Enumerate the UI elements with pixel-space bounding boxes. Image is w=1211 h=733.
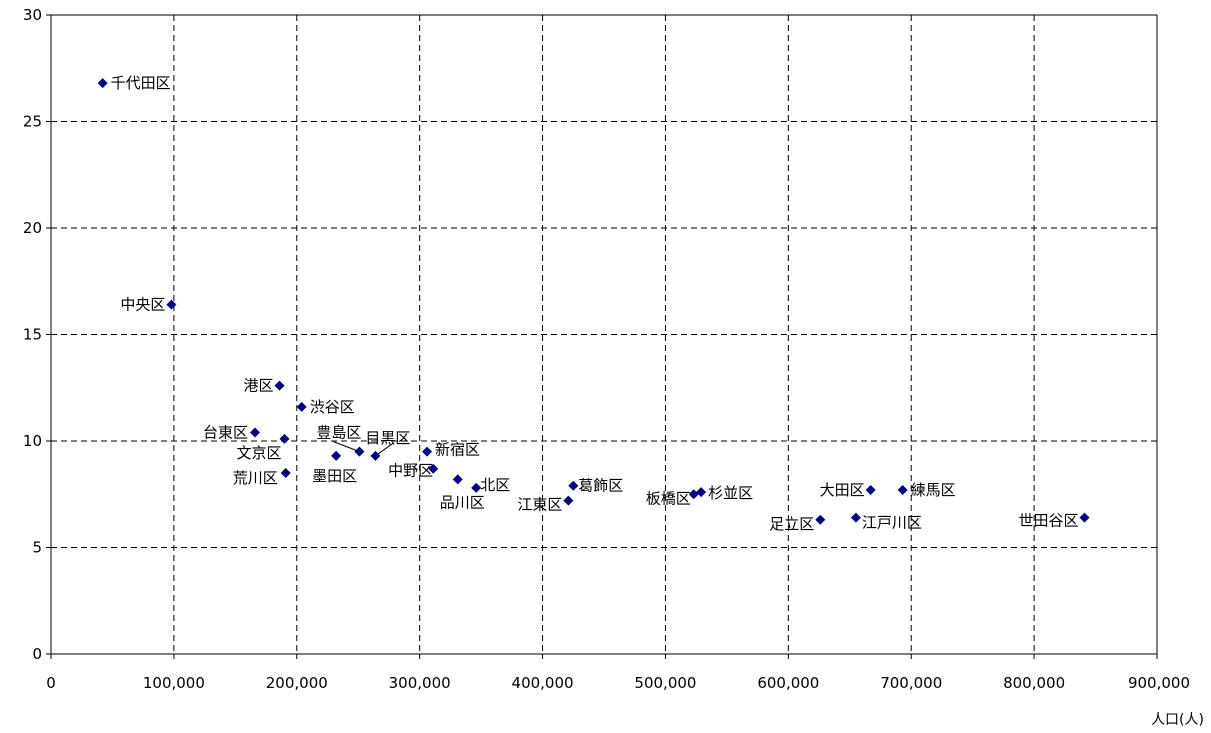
x-tick-label: 600,000 bbox=[757, 674, 819, 692]
data-point-marker bbox=[428, 463, 439, 474]
x-tick-label: 0 bbox=[46, 674, 56, 692]
y-tick-label: 20 bbox=[23, 219, 42, 237]
data-point-marker bbox=[563, 495, 574, 506]
point-label: 墨田区 bbox=[312, 467, 357, 485]
data-point-marker bbox=[471, 482, 482, 493]
data-point-marker bbox=[279, 433, 290, 444]
axes bbox=[46, 14, 1158, 659]
data-point-marker bbox=[166, 299, 177, 310]
data-point-marker bbox=[354, 446, 365, 457]
point-label: 江東区 bbox=[517, 496, 562, 514]
data-point-marker bbox=[850, 512, 861, 523]
x-tick-label: 900,000 bbox=[1128, 674, 1190, 692]
point-label: 大田区 bbox=[820, 481, 865, 499]
point-label: 渋谷区 bbox=[310, 398, 355, 416]
x-tick-label: 500,000 bbox=[634, 674, 696, 692]
data-point-marker bbox=[568, 480, 579, 491]
y-tick-label: 25 bbox=[23, 113, 42, 131]
point-label: 港区 bbox=[244, 377, 274, 395]
x-tick-label: 700,000 bbox=[880, 674, 942, 692]
data-point-marker bbox=[370, 450, 381, 461]
y-tick-label: 0 bbox=[32, 645, 42, 663]
point-label: 荒川区 bbox=[233, 469, 278, 487]
data-point-marker bbox=[815, 514, 826, 525]
data-point-marker bbox=[452, 474, 463, 485]
data-points bbox=[97, 78, 1090, 525]
point-label: 中野区 bbox=[388, 462, 433, 480]
data-point-marker bbox=[865, 484, 876, 495]
data-point-marker bbox=[97, 78, 108, 89]
point-label: 豊島区 bbox=[316, 424, 361, 442]
point-label: 葛飾区 bbox=[578, 477, 623, 495]
data-point-marker bbox=[897, 484, 908, 495]
y-tick-label: 10 bbox=[23, 432, 42, 450]
point-label: 品川区 bbox=[440, 493, 485, 511]
point-label: 千代田区 bbox=[111, 74, 171, 92]
point-label: 練馬区 bbox=[911, 481, 956, 499]
point-label: 板橋区 bbox=[646, 489, 691, 507]
x-tick-label: 300,000 bbox=[389, 674, 451, 692]
point-label: 文京区 bbox=[236, 444, 281, 462]
grid-lines bbox=[51, 15, 1157, 654]
point-label: 江戸川区 bbox=[862, 514, 922, 532]
data-point-marker bbox=[249, 427, 260, 438]
y-tick-label: 15 bbox=[23, 326, 42, 344]
data-point-marker bbox=[331, 450, 342, 461]
x-tick-label: 100,000 bbox=[143, 674, 205, 692]
data-point-marker bbox=[274, 380, 285, 391]
point-label: 足立区 bbox=[769, 515, 814, 533]
y-tick-labels: 0 5 10 15 20 25 30 bbox=[23, 6, 42, 663]
point-label: 杉並区 bbox=[708, 484, 753, 502]
point-label: 中央区 bbox=[120, 296, 165, 314]
x-axis-label: 人口(人) bbox=[1151, 712, 1204, 728]
data-point-marker bbox=[422, 446, 433, 457]
y-tick-label: 30 bbox=[23, 6, 42, 24]
point-label: 目黒区 bbox=[365, 429, 410, 447]
data-point-marker bbox=[1079, 512, 1090, 523]
x-tick-label: 200,000 bbox=[266, 674, 328, 692]
leader-line bbox=[333, 441, 360, 453]
point-label: 北区 bbox=[480, 476, 510, 494]
data-point-marker bbox=[688, 489, 699, 500]
leader-line bbox=[375, 442, 394, 457]
y-tick-label: 5 bbox=[32, 539, 42, 557]
point-label: 新宿区 bbox=[435, 441, 480, 459]
data-point-marker bbox=[696, 487, 707, 498]
x-tick-label: 400,000 bbox=[512, 674, 574, 692]
leader-lines bbox=[333, 441, 394, 457]
data-point-marker bbox=[280, 467, 291, 478]
x-tick-labels: 0 100,000 200,000 300,000 400,000 500,000 600,… bbox=[46, 674, 1190, 692]
x-tick-label: 800,000 bbox=[1003, 674, 1065, 692]
data-point-marker bbox=[296, 401, 307, 412]
point-label: 世田谷区 bbox=[1018, 512, 1078, 530]
point-label: 台東区 bbox=[203, 423, 248, 441]
